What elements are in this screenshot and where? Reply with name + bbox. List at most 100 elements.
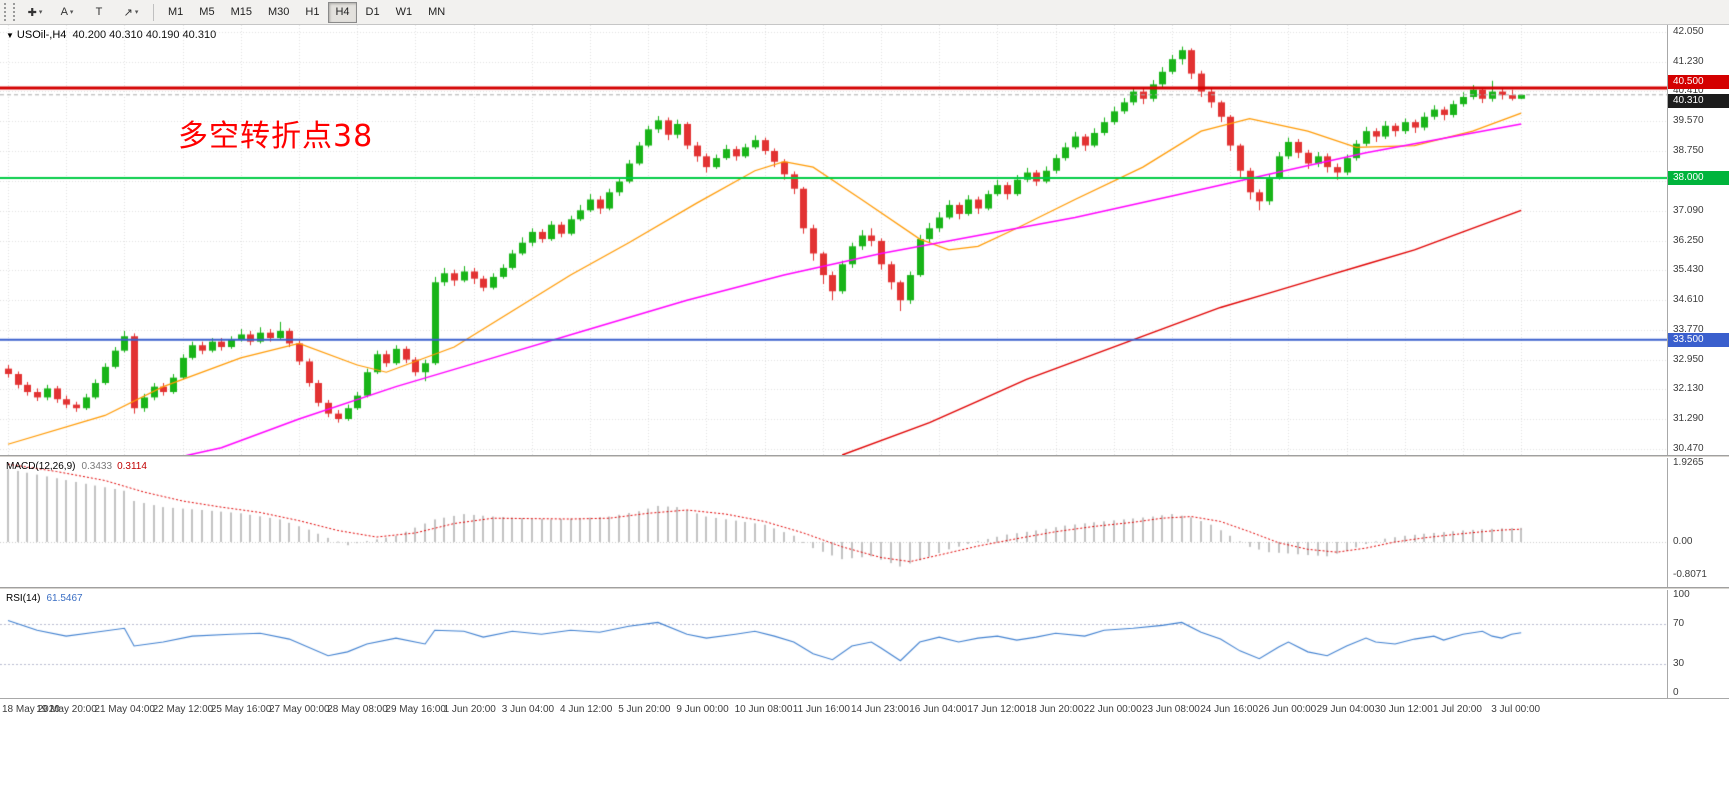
chart-toolbar: ✚ ▾ A ▾ T ↗ ▾ M1 M5 M15 M30 H1 H4 D1 W1 MN [0, 0, 1729, 25]
chevron-down-icon: ▾ [134, 9, 139, 16]
price-tick-label: 31.290 [1673, 413, 1704, 425]
timeframe-h1[interactable]: H1 [305, 6, 320, 18]
time-axis[interactable]: 18 May 2020 19 May 20:00 21 May 04:00 22 Ma… [0, 698, 1729, 721]
time-axis-label: 14 Jun 23:00 [851, 704, 909, 715]
draw-arrow-icon: ↗ [123, 6, 133, 19]
main-price-axis[interactable]: 42.05041.23040.41039.57038.75037.92037.0… [1667, 25, 1729, 455]
price-tick-label: 39.570 [1673, 115, 1704, 127]
price-tick-label: 30.470 [1673, 442, 1704, 454]
draw-arrow-tool-button[interactable]: ↗ ▾ [116, 1, 146, 23]
timeframe-w1[interactable]: W1 [395, 6, 413, 18]
macd-indicator-pane: MACD(12,26,9) 0.3433 0.3114 1.9265 0.00 -0.8… [0, 457, 1729, 587]
pane-divider[interactable] [0, 587, 1729, 590]
time-axis-label: 22 Jun 00:00 [1083, 704, 1142, 715]
timeframe-m30[interactable]: M30 [267, 6, 290, 18]
macd-title: MACD(12,26,9) 0.3433 0.3114 [6, 461, 147, 472]
time-axis-label: 4 Jun 12:00 [560, 704, 613, 715]
toolbar-separator [153, 3, 154, 21]
rsi-canvas[interactable] [0, 590, 1667, 698]
time-axis-label: 16 Jun 04:00 [909, 704, 968, 715]
price-tick-label: 33.770 [1673, 324, 1704, 336]
drawing-tools: ✚ ▾ A ▾ T ↗ ▾ [19, 1, 147, 23]
time-axis-label: 3 Jun 04:00 [501, 704, 555, 715]
chevron-down-icon: ▾ [38, 9, 43, 16]
timeframe-h4[interactable]: H4 [328, 1, 357, 23]
price-chart-canvas[interactable] [0, 25, 1667, 455]
timeframe-m5[interactable]: M5 [199, 6, 215, 18]
macd-canvas[interactable] [0, 458, 1667, 587]
time-axis-label: 21 May 04:00 [94, 704, 155, 715]
price-tick-label: 34.610 [1673, 293, 1704, 305]
price-badge: 40.500 [1668, 74, 1729, 89]
price-tick-label: 32.130 [1673, 383, 1704, 395]
timeframe-m1[interactable]: M1 [168, 6, 184, 18]
time-axis-label: 28 May 08:00 [327, 704, 388, 715]
time-axis-label: 19 May 20:00 [36, 704, 97, 715]
timeframe-m15[interactable]: M15 [230, 6, 252, 18]
time-axis-label: 30 Jun 12:00 [1374, 704, 1433, 715]
rsi-axis-label: 30 [1673, 657, 1685, 669]
time-axis-label: 9 Jun 00:00 [676, 704, 729, 715]
rsi-axis-label: 70 [1673, 618, 1685, 630]
time-axis-label: 3 Jul 00:00 [1491, 704, 1541, 715]
rsi-axis-label: 0 [1673, 687, 1679, 699]
price-chart-pane: ▼ USOil-,H4 40.200 40.310 40.190 40.310 多空… [0, 25, 1729, 455]
macd-axis-label: -0.8071 [1673, 569, 1707, 580]
rsi-axis-label: 100 [1673, 588, 1690, 600]
chart-text-annotation[interactable]: 多空转折点38 [178, 119, 374, 154]
text-box-icon: T [95, 6, 103, 18]
macd-axis[interactable]: 1.9265 0.00 -0.8071 [1667, 457, 1729, 587]
price-tick-label: 36.250 [1673, 234, 1704, 246]
crosshair-tool-button[interactable]: ✚ ▾ [20, 1, 50, 23]
time-axis-label: 17 Jun 12:00 [967, 704, 1026, 715]
time-axis-label: 24 Jun 16:00 [1200, 704, 1259, 715]
time-axis-label: 1 Jun 20:00 [443, 704, 496, 715]
timeframe-d1[interactable]: D1 [365, 6, 380, 18]
time-axis-label: 27 May 00:00 [269, 704, 330, 715]
price-tick-label: 35.430 [1673, 264, 1704, 276]
macd-signal-value: 0.3114 [117, 461, 147, 472]
text-label-tool-button[interactable]: A ▾ [52, 1, 82, 23]
time-axis-label: 11 Jun 16:00 [792, 704, 850, 715]
price-tick-label: 32.950 [1673, 353, 1704, 365]
price-tick-label: 41.230 [1673, 55, 1704, 67]
time-axis-label: 25 May 16:00 [210, 704, 272, 715]
time-axis-label: 29 May 16:00 [385, 704, 446, 715]
macd-axis-label: 1.9265 [1673, 457, 1704, 469]
price-badge: 33.500 [1668, 332, 1729, 347]
text-box-tool-button[interactable]: T [84, 1, 114, 23]
macd-axis-label: 0.00 [1673, 535, 1693, 547]
macd-main-value: 0.3433 [81, 461, 113, 472]
macd-name: MACD(12,26,9) [6, 461, 76, 472]
timeframe-mn[interactable]: MN [428, 6, 446, 18]
chart-symbol-period: USOil-,H4 [16, 29, 67, 41]
pane-divider[interactable] [0, 455, 1729, 458]
time-axis-label: 5 Jun 20:00 [618, 704, 671, 715]
price-badge: 40.310 [1668, 93, 1729, 108]
chart-dropdown-icon[interactable]: ▼ [6, 31, 14, 40]
time-axis-label: 22 May 12:00 [152, 704, 214, 715]
time-axis-label: 18 May 2020 [2, 704, 60, 715]
chevron-down-icon: ▾ [69, 9, 74, 16]
time-axis-label: 29 Jun 04:00 [1316, 704, 1375, 715]
rsi-name: RSI(14) [6, 593, 41, 604]
time-axis-label: 18 Jun 20:00 [1025, 704, 1084, 715]
crosshair-icon: ✚ [27, 6, 37, 19]
time-axis-label: 23 Jun 08:00 [1142, 704, 1200, 715]
price-badge: 38.000 [1668, 170, 1729, 185]
rsi-axis[interactable]: 100 70 30 0 [1667, 588, 1729, 699]
price-tick-label: 38.750 [1673, 144, 1704, 156]
timeframe-buttons: M1 M5 M15 M30 H1 H4 D1 W1 MN [160, 1, 453, 23]
time-axis-label: 10 Jun 08:00 [734, 704, 793, 715]
toolbar-grip[interactable] [4, 3, 15, 21]
text-label-icon: A [60, 6, 68, 18]
rsi-title: RSI(14) 61.5467 [6, 593, 83, 604]
price-tick-label: 40.410 [1673, 85, 1704, 97]
chart-title: ▼ USOil-,H4 40.200 40.310 40.190 40.310 [6, 29, 216, 41]
price-tick-label: 37.090 [1673, 204, 1704, 216]
time-axis-label: 1 Jul 20:00 [1433, 704, 1482, 715]
price-tick-label: 42.050 [1673, 26, 1704, 38]
rsi-indicator-pane: RSI(14) 61.5467 100 70 30 0 [0, 588, 1729, 699]
time-axis-label: 26 Jun 00:00 [1258, 704, 1317, 715]
